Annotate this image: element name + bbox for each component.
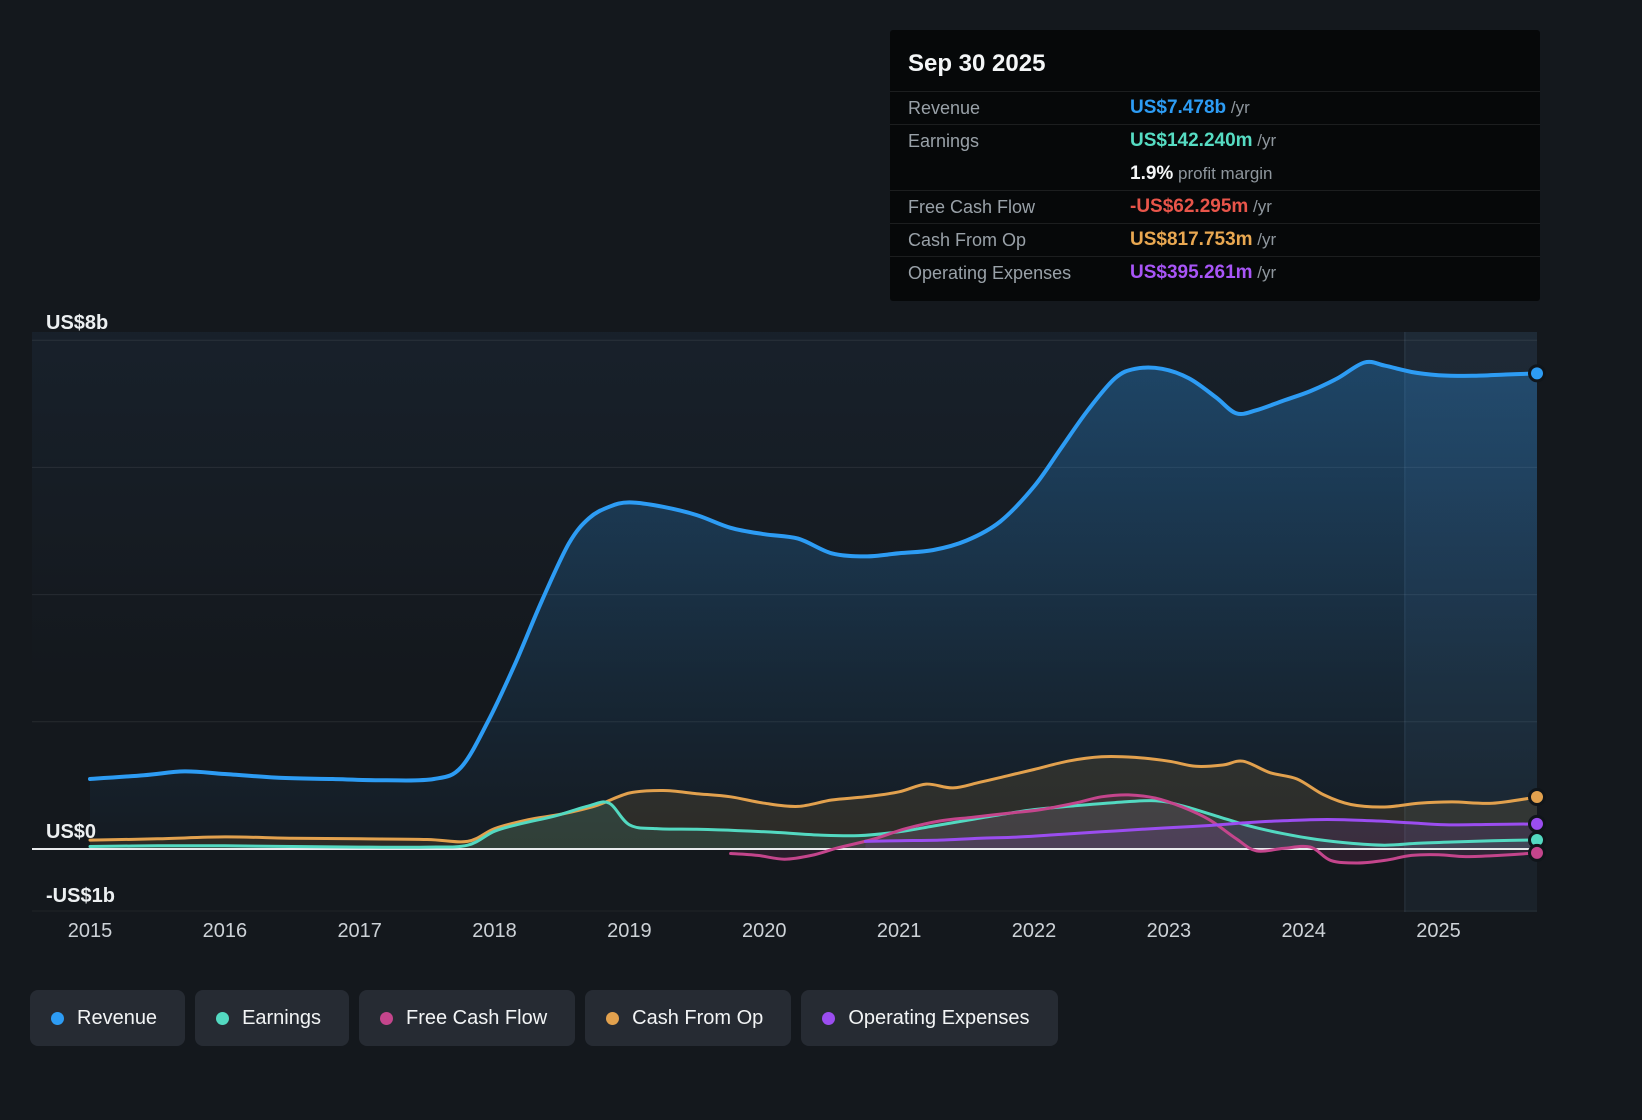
legend-color-dot-icon [380, 1011, 393, 1025]
tooltip-row-value: US$395.261m /yr [1130, 262, 1277, 283]
legend-item-revenue[interactable]: Revenue [30, 990, 186, 1046]
x-axis-tick-label: 2025 [1416, 920, 1461, 942]
x-axis-tick-label: 2016 [202, 920, 248, 942]
y-axis-tick-label: -US$1b [46, 884, 115, 907]
tooltip-row-value: US$7.478b /yr [1130, 97, 1250, 118]
tooltip-row-value: -US$62.295m /yr [1130, 196, 1272, 217]
tooltip-row-label: Earnings [908, 130, 980, 151]
tooltip-row-value: US$817.753m /yr [1130, 229, 1277, 250]
tooltip-row: Cash From Op US$817.753m /yr [890, 223, 1540, 256]
x-axis-tick-label: 2019 [607, 920, 652, 942]
tooltip-row-label: Revenue [908, 97, 981, 118]
legend-item-label: Cash From Op [632, 1006, 764, 1029]
tooltip-row: Earnings US$142.240m /yr [890, 124, 1540, 157]
legend: Revenue Earnings Free Cash Flow Cash From O… [30, 990, 1058, 1046]
x-axis-tick-label: 2024 [1281, 920, 1326, 942]
legend-color-dot-icon [606, 1011, 620, 1025]
tooltip-row: Revenue US$7.478b /yr [890, 91, 1540, 124]
legend-color-dot-icon [216, 1011, 230, 1025]
x-axis-tick-label: 2015 [67, 920, 113, 942]
tooltip-row-label: Free Cash Flow [908, 196, 1036, 217]
tooltip-row-value: 1.9% profit margin [1130, 162, 1273, 184]
data-tooltip: Sep 30 2025 Revenue US$7.478b /yr Earnings… [890, 30, 1540, 301]
tooltip-row: Operating Expenses US$395.261m /yr [890, 256, 1540, 289]
x-axis-tick-label: 2023 [1146, 920, 1192, 942]
legend-color-dot-icon [822, 1011, 836, 1025]
legend-item-operating-expenses[interactable]: Operating Expenses [801, 990, 1058, 1046]
legend-item-free-cash-flow[interactable]: Free Cash Flow [359, 990, 576, 1046]
legend-item-label: Revenue [77, 1006, 158, 1029]
legend-item-earnings[interactable]: Earnings [195, 990, 349, 1046]
legend-item-label: Operating Expenses [848, 1006, 1030, 1029]
tooltip-rows: Revenue US$7.478b /yr Earnings US$142.240m … [890, 91, 1540, 289]
x-axis-tick-label: 2020 [742, 920, 787, 942]
x-axis-tick-label: 2022 [1011, 920, 1057, 942]
x-axis-tick-label: 2018 [472, 920, 517, 942]
legend-color-dot-icon [51, 1011, 64, 1025]
tooltip-row-label: Cash From Op [908, 229, 1027, 250]
tooltip-row-label: Operating Expenses [908, 262, 1072, 283]
x-axis-tick-label: 2017 [337, 920, 382, 942]
legend-item-label: Earnings [242, 1006, 321, 1029]
legend-item-label: Free Cash Flow [406, 1006, 548, 1029]
y-axis-tick-label: US$8b [46, 312, 109, 335]
y-axis-tick-label: US$0 [46, 821, 97, 843]
tooltip-date: Sep 30 2025 [908, 50, 1046, 77]
x-axis-tick-label: 2021 [876, 920, 922, 942]
tooltip-row-value: US$142.240m /yr [1130, 130, 1277, 151]
legend-item-cash-from-op[interactable]: Cash From Op [585, 990, 792, 1046]
tooltip-row: 1.9% profit margin [890, 157, 1540, 190]
tooltip-row: Free Cash Flow -US$62.295m /yr [890, 190, 1540, 223]
chart-svg[interactable] [32, 332, 1546, 912]
